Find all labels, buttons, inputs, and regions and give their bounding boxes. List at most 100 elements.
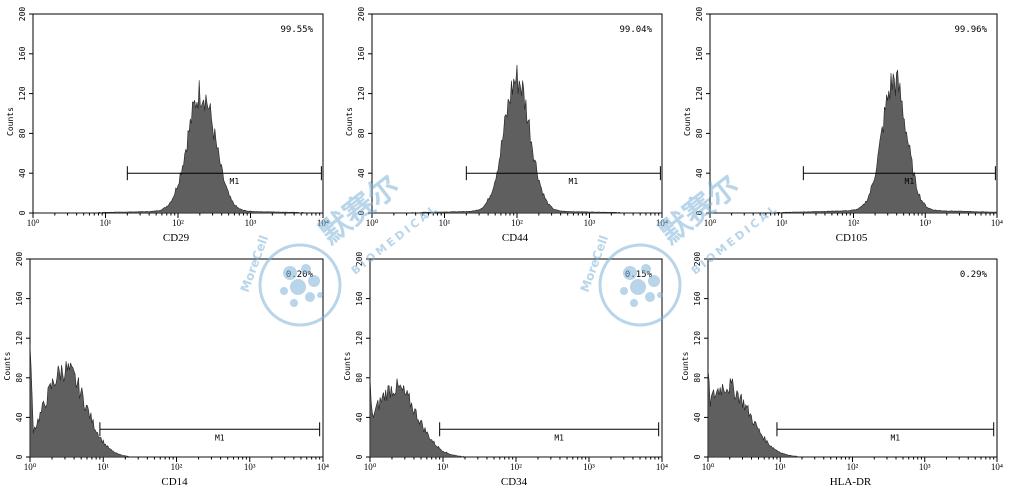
watermark-cell-dot — [301, 264, 311, 274]
y-tick-label: 200 — [18, 7, 27, 22]
watermark-cell-dot — [283, 266, 297, 280]
y-tick-label: 40 — [693, 412, 702, 422]
x-tick-label: 10⁰ — [366, 218, 379, 228]
histogram-area — [29, 344, 323, 458]
y-tick-label: 80 — [695, 128, 704, 138]
x-axis-label: CD105 — [836, 232, 868, 244]
x-tick-label: 10⁰ — [27, 218, 40, 228]
histogram-area — [369, 376, 662, 458]
x-tick-label: 10⁴ — [317, 462, 329, 472]
y-axis-label: Counts — [343, 351, 352, 380]
watermark-cell-dot — [630, 299, 638, 307]
gate-label: M1 — [905, 177, 915, 186]
histogram-area — [707, 369, 997, 458]
watermark-cell-dot — [623, 266, 637, 280]
y-tick-label: 160 — [15, 291, 24, 306]
histogram-panel-cd34: 0 40 80 120 160 200 Counts 10⁰ 10¹ 10² 10³ 10⁴ CD34 M… — [343, 252, 668, 488]
gate-percentage: 99.04% — [619, 25, 652, 35]
y-tick-label: 80 — [357, 128, 366, 138]
watermark-ring-icon — [258, 243, 342, 327]
x-tick-label: 10² — [847, 462, 859, 472]
gate-percentage: 0.29% — [960, 270, 988, 280]
y-tick-label: 40 — [357, 168, 366, 178]
histogram-panel-cd44: 0 40 80 120 160 200 Counts 10⁰ 10¹ 10² 10³ 10⁴ CD44 M… — [345, 7, 668, 244]
x-tick-label: 10⁰ — [24, 462, 37, 472]
x-tick-label: 10⁰ — [364, 462, 377, 472]
x-axis-label: CD34 — [501, 476, 528, 488]
x-axis-label: CD29 — [163, 232, 190, 244]
histogram-area — [710, 69, 998, 214]
y-tick-label: 160 — [18, 46, 27, 61]
watermark-cell-dot — [305, 292, 315, 302]
x-tick-label: 10² — [171, 462, 183, 472]
y-tick-label: 200 — [693, 252, 702, 267]
gate-percentage: 0.20% — [286, 270, 314, 280]
histogram-area — [372, 64, 662, 214]
watermark-cell-dot — [657, 292, 663, 298]
y-tick-label: 40 — [15, 412, 24, 422]
x-axis-label: HLA-DR — [830, 476, 872, 488]
gate-percentage: 99.96% — [954, 25, 987, 35]
watermark-cell-dot — [290, 299, 298, 307]
y-axis-label: Counts — [3, 351, 12, 380]
x-tick-label: 10¹ — [776, 218, 788, 228]
x-tick-label: 10³ — [583, 462, 595, 472]
y-tick-label: 0 — [693, 454, 702, 459]
x-tick-label: 10³ — [245, 218, 257, 228]
y-axis-label: Counts — [345, 107, 354, 136]
y-tick-label: 120 — [357, 86, 366, 101]
watermark-cell-dot — [290, 279, 306, 295]
histogram-panel-cd14: 0 40 80 120 160 200 Counts 10⁰ 10¹ 10² 10³ 10⁴ CD14 M… — [3, 252, 329, 488]
watermark-cell-dot — [641, 264, 651, 274]
gate-label: M1 — [230, 177, 240, 186]
y-tick-label: 80 — [18, 128, 27, 138]
x-tick-label: 10¹ — [439, 218, 451, 228]
watermark-cell-dot — [645, 292, 655, 302]
y-tick-label: 160 — [693, 291, 702, 306]
y-tick-label: 0 — [15, 454, 24, 459]
watermark-cell-dot — [648, 275, 660, 287]
watermark-ring-icon — [598, 243, 682, 327]
x-axis-label: CD44 — [502, 232, 529, 244]
y-tick-label: 120 — [15, 331, 24, 346]
x-tick-label: 10⁰ — [704, 218, 717, 228]
gate-label: M1 — [569, 177, 579, 186]
x-tick-label: 10³ — [244, 462, 256, 472]
x-tick-label: 10¹ — [774, 462, 786, 472]
y-tick-label: 160 — [355, 291, 364, 306]
x-axis-label: CD14 — [161, 476, 188, 488]
y-axis-label: Counts — [683, 107, 692, 136]
y-tick-label: 120 — [355, 331, 364, 346]
x-tick-label: 10⁴ — [991, 218, 1003, 228]
y-tick-label: 120 — [695, 86, 704, 101]
x-tick-label: 10² — [172, 218, 184, 228]
watermark-cell-dot — [630, 279, 646, 295]
x-tick-label: 10³ — [919, 462, 931, 472]
gate-label: M1 — [554, 433, 564, 442]
y-tick-label: 120 — [693, 331, 702, 346]
y-tick-label: 0 — [695, 210, 704, 215]
watermark-cell-dot — [280, 287, 288, 295]
y-axis-label: Counts — [6, 107, 15, 136]
y-tick-label: 200 — [15, 252, 24, 267]
watermark-cell-dot — [620, 287, 628, 295]
histogram-area — [33, 80, 323, 214]
histogram-panel-cd105: 0 40 80 120 160 200 Counts 10⁰ 10¹ 10² 10³ 10⁴ CD105… — [683, 7, 1003, 244]
y-tick-label: 160 — [357, 46, 366, 61]
y-tick-label: 200 — [695, 7, 704, 22]
plot-frame — [709, 13, 998, 214]
y-tick-label: 0 — [18, 210, 27, 215]
gate-label: M1 — [890, 433, 900, 442]
x-tick-label: 10¹ — [437, 462, 449, 472]
x-tick-label: 10² — [510, 462, 522, 472]
x-tick-label: 10² — [848, 218, 860, 228]
gate-percentage: 99.55% — [280, 25, 313, 35]
x-tick-label: 10⁴ — [656, 218, 668, 228]
x-tick-label: 10⁴ — [656, 462, 668, 472]
y-tick-label: 40 — [355, 412, 364, 422]
y-tick-label: 0 — [355, 454, 364, 459]
y-tick-label: 80 — [15, 373, 24, 383]
